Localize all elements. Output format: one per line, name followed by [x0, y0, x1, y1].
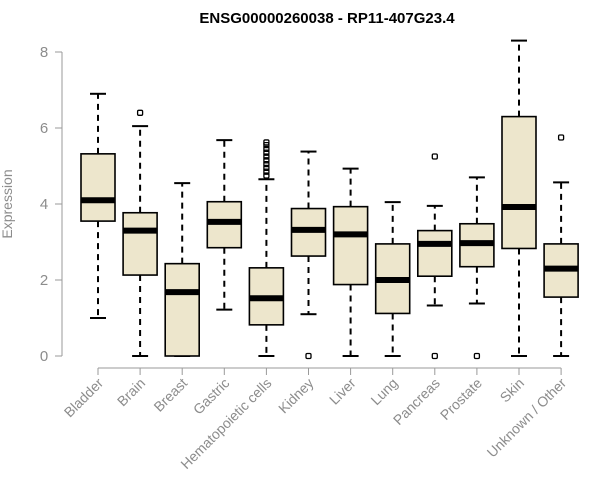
outlier-point [431, 352, 438, 360]
x-tick-label: Unknown / Other [484, 375, 570, 461]
outlier-point [263, 164, 270, 172]
iqr-box [501, 115, 537, 250]
chart-title: ENSG00000260038 - RP11-407G23.4 [199, 10, 455, 27]
x-tick-label: Lung [367, 375, 400, 408]
outlier-point [263, 149, 270, 156]
box-prostate [459, 176, 495, 360]
iqr-box [122, 211, 158, 276]
outlier-point [263, 139, 270, 146]
outlier-point [263, 172, 270, 179]
x-tick-label: Liver [326, 375, 359, 408]
iqr-box [416, 229, 453, 278]
x-tick-label: Breast [150, 375, 190, 415]
box-brain [122, 109, 158, 357]
box-bladder [80, 92, 116, 319]
box-skin [501, 39, 537, 357]
y-tick-label: 2 [40, 272, 48, 289]
outlier-point [263, 145, 270, 153]
y-tick-label: 6 [40, 120, 48, 137]
box-hematopoietic-cells [248, 139, 285, 357]
boxes-group [80, 39, 579, 360]
box-unknown-other [543, 134, 579, 357]
iqr-box [80, 153, 116, 222]
box-pancreas [416, 153, 453, 360]
outlier-point [136, 109, 144, 116]
x-tick-label: Brain [114, 375, 148, 409]
y-axis-label: Expression [0, 169, 15, 238]
box-kidney [290, 150, 327, 360]
x-tick-label: Pancreas [390, 375, 443, 428]
x-tick-label: Prostate [437, 375, 485, 423]
outlier-point [263, 157, 270, 164]
box-liver [332, 167, 369, 357]
y-axis: 0 2 4 6 8 [40, 44, 562, 369]
x-tick-label: Skin [497, 375, 528, 406]
outlier-point [473, 352, 481, 360]
outlier-point [557, 134, 565, 141]
y-tick-label: 0 [40, 348, 48, 365]
outlier-point [305, 352, 312, 360]
x-tick-label: Bladder [61, 375, 107, 421]
box-breast [164, 182, 200, 357]
iqr-box [164, 262, 200, 357]
outlier-point [263, 160, 270, 168]
outlier-point [263, 168, 270, 175]
x-tick-label: Kidney [275, 375, 317, 417]
y-tick-label: 4 [40, 196, 48, 213]
iqr-box [332, 205, 369, 286]
box-gastric [206, 139, 243, 311]
outlier-point [263, 153, 270, 160]
y-tick-label: 8 [40, 44, 48, 61]
outlier-point [431, 153, 438, 160]
box-lung [374, 201, 411, 357]
